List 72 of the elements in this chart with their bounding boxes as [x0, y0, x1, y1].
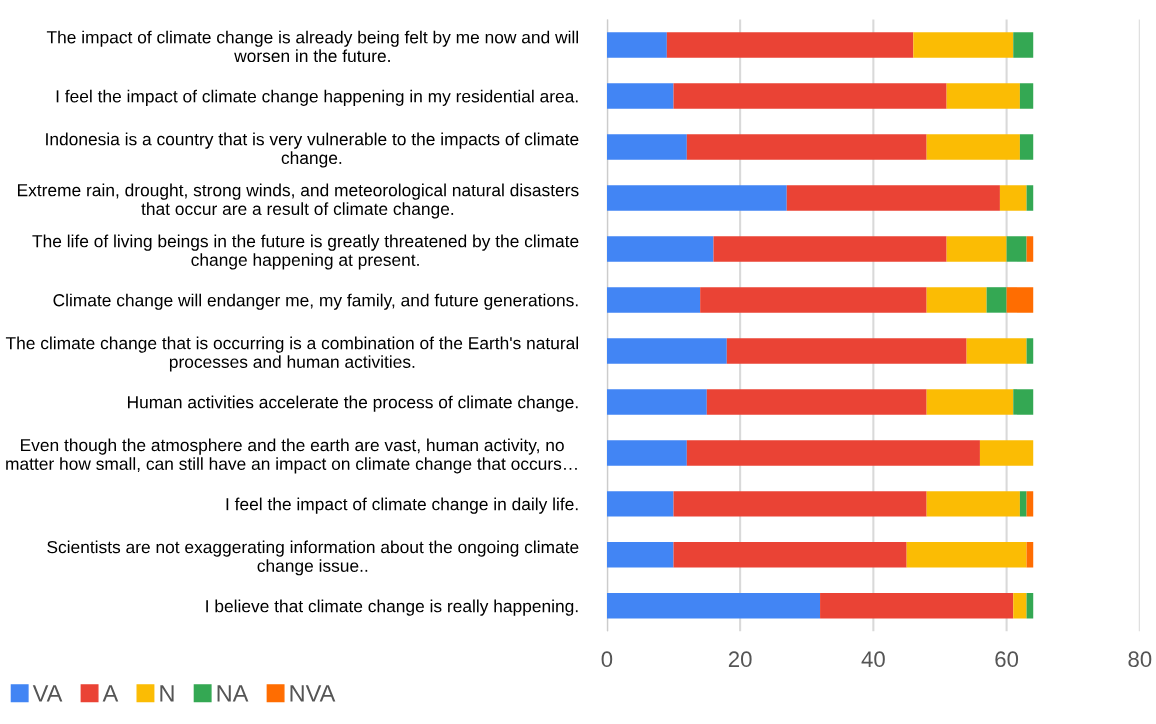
y-tick-label: I feel the impact of climate change in daily life.: [226, 497, 578, 514]
bar: [673, 83, 947, 109]
bar: [966, 338, 1027, 364]
bar: [606, 134, 687, 160]
bar: [986, 287, 1007, 313]
bar: [926, 491, 1020, 517]
bar: [606, 440, 687, 466]
bar: [999, 185, 1027, 211]
bar: [1006, 287, 1034, 313]
y-tick-label: The climate change that is occurring is a combination of the Earth's natural processes and human activities.: [5, 336, 578, 372]
bar: [1026, 338, 1034, 364]
bar: [726, 338, 967, 364]
bar: [606, 236, 714, 262]
bar: [700, 287, 927, 313]
x-tick-label: 0: [601, 651, 613, 668]
legend-label: N: [160, 685, 174, 702]
bar: [1013, 593, 1027, 619]
x-tick-label: 60: [995, 651, 1019, 668]
y-tick-label: The impact of climate change is already being felt by me now and will worsen in the future.: [46, 30, 578, 63]
y-tick-label: I believe that climate change is really happening.: [206, 599, 578, 616]
bar: [606, 83, 674, 109]
bar: [1026, 236, 1034, 262]
bar: [1026, 491, 1034, 517]
y-tick-label: I feel the impact of climate change happening in my residential area.: [56, 89, 578, 106]
bar: [946, 83, 1020, 109]
bar: [1026, 185, 1034, 211]
bar: [926, 134, 1020, 160]
bar: [1013, 32, 1034, 58]
bar: [606, 338, 727, 364]
bar: [673, 542, 907, 568]
legend-label: A: [102, 685, 119, 702]
bar: [673, 491, 927, 517]
bar: [1026, 542, 1034, 568]
bar: [606, 32, 667, 58]
y-tick-label: Even though the atmosphere and the earth are vast, human activity, no matter how small, can still have an impact on climate change that occurs…: [6, 438, 577, 474]
bar: [606, 491, 674, 517]
bar: [906, 542, 1027, 568]
y-tick-label: Climate change will endanger me, my family, and future generations.: [53, 293, 578, 310]
y-tick-label: Extreme rain, drought, strong winds, and meteorological natural disasters that occur are a result of climate change.: [17, 183, 579, 219]
bar: [713, 236, 947, 262]
x-tick-label: 80: [1128, 651, 1152, 668]
bar: [926, 287, 987, 313]
bar: [979, 440, 1034, 466]
bar: [706, 389, 927, 415]
y-tick-label: Human activities accelerate the process of climate change.: [128, 395, 578, 412]
bar: [1013, 389, 1034, 415]
bar: [606, 287, 701, 313]
bar: [606, 389, 707, 415]
bar: [946, 236, 1007, 262]
bar: [1019, 83, 1034, 109]
x-tick-label: 20: [728, 651, 752, 668]
bar: [1019, 134, 1034, 160]
bar: [606, 542, 674, 568]
y-tick-label: Indonesia is a country that is very vulnerable to the impacts of climate change.: [46, 132, 579, 168]
x-tick-label: 40: [861, 651, 885, 668]
legend-label: VA: [32, 685, 63, 702]
bar: [666, 32, 914, 58]
bar: [1026, 593, 1034, 619]
bar: [686, 440, 980, 466]
legend-label: NVA: [290, 685, 336, 702]
bar: [606, 593, 821, 619]
bar: [686, 134, 927, 160]
legend-label: NA: [217, 685, 249, 702]
y-tick-label: The life of living beings in the future is greatly threatened by the climate change happening at present.: [32, 234, 579, 270]
bar: [913, 32, 1014, 58]
bar: [786, 185, 1000, 211]
bar: [820, 593, 1014, 619]
bar: [1006, 236, 1027, 262]
bar: [1019, 491, 1027, 517]
bar: [606, 185, 787, 211]
bar: [926, 389, 1014, 415]
y-tick-label: Scientists are not exaggerating information about the ongoing climate change issue..: [47, 540, 579, 576]
